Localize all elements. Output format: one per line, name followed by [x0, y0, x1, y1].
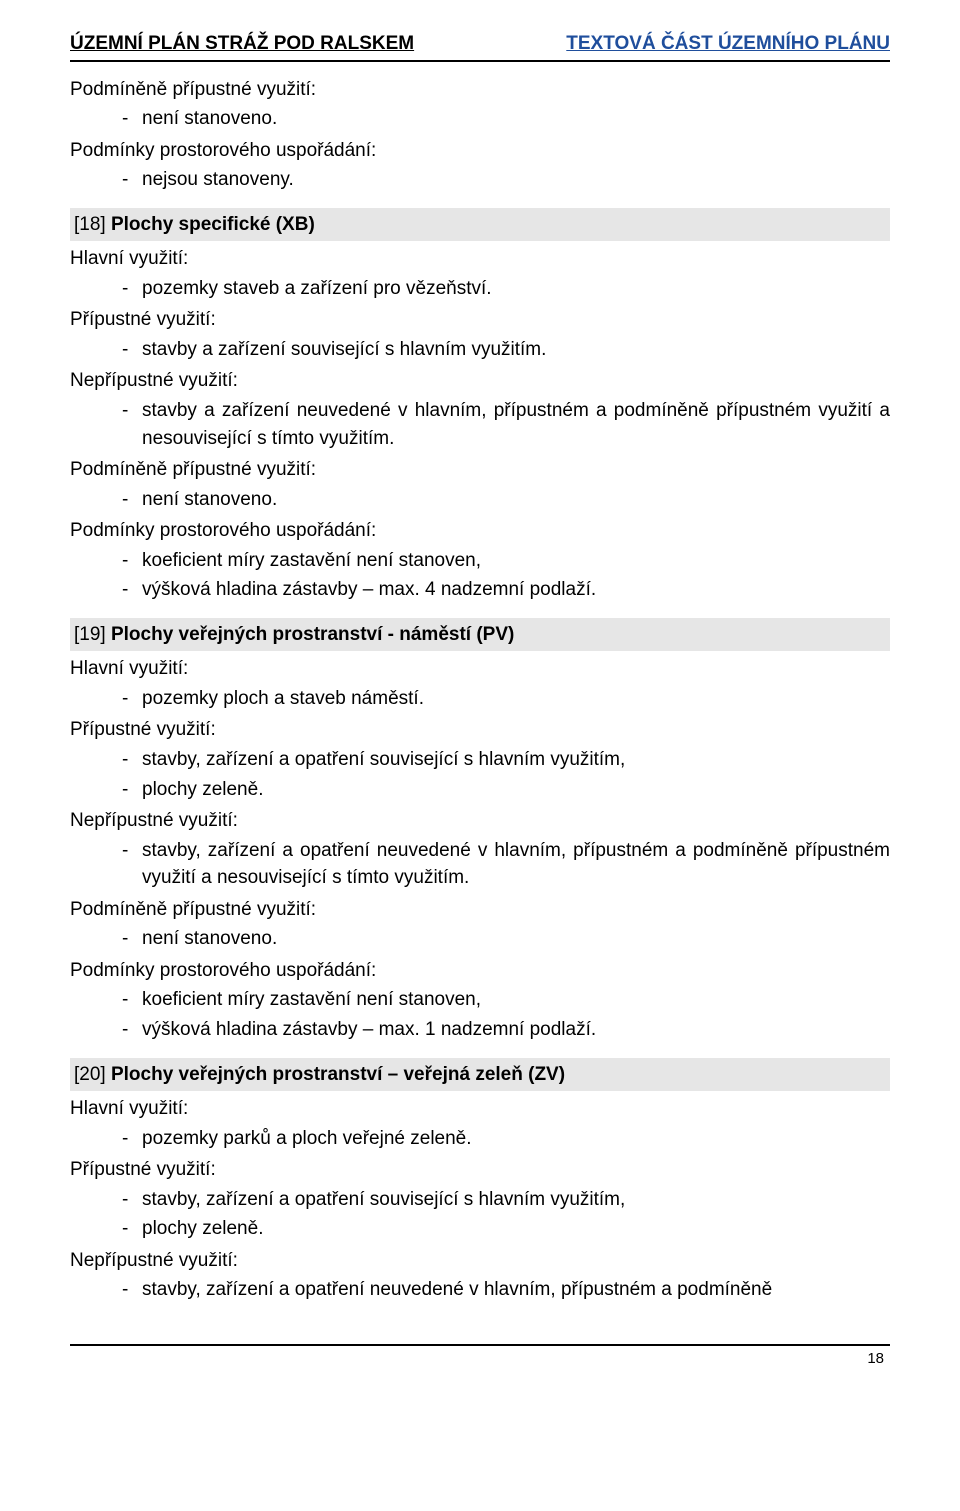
list-item: plochy zeleně.: [122, 1215, 890, 1243]
list-item: není stanoveno.: [122, 925, 890, 953]
s18-hv-label: Hlavní využití:: [70, 245, 890, 273]
list-item: koeficient míry zastavění není stanoven,: [122, 547, 890, 575]
s20-pv-list: stavby, zařízení a opatření související …: [122, 1186, 890, 1243]
section-title: Plochy veřejných prostranství – veřejná …: [111, 1064, 565, 1085]
s20-nv-label: Nepřípustné využití:: [70, 1247, 890, 1275]
section-number: [18]: [74, 214, 106, 235]
list-item: není stanoveno.: [122, 105, 890, 133]
list-item: výšková hladina zástavby – max. 1 nadzem…: [122, 1016, 890, 1044]
list-item: pozemky parků a ploch veřejné zeleně.: [122, 1125, 890, 1153]
s20-pv-label: Přípustné využití:: [70, 1156, 890, 1184]
list-item: výšková hladina zástavby – max. 4 nadzem…: [122, 576, 890, 604]
section-20-heading: [20] Plochy veřejných prostranství – veř…: [70, 1058, 890, 1092]
s18-hv-list: pozemky staveb a zařízení pro vězeňství.: [122, 275, 890, 303]
section-title: Plochy specifické (XB): [111, 214, 315, 235]
intro-pp-list: není stanoveno.: [122, 105, 890, 133]
section-18-heading: [18] Plochy specifické (XB): [70, 208, 890, 242]
list-item: pozemky ploch a staveb náměstí.: [122, 685, 890, 713]
header-right: TEXTOVÁ ČÁST ÚZEMNÍHO PLÁNU: [566, 30, 890, 58]
page-container: ÚZEMNÍ PLÁN STRÁŽ POD RALSKEM TEXTOVÁ ČÁ…: [0, 0, 960, 1390]
s18-pp-label: Podmíněně přípustné využití:: [70, 456, 890, 484]
s18-pv-list: stavby a zařízení související s hlavním …: [122, 336, 890, 364]
list-item: plochy zeleně.: [122, 776, 890, 804]
s19-pv-label: Přípustné využití:: [70, 716, 890, 744]
s18-pv-label: Přípustné využití:: [70, 306, 890, 334]
footer-rule: [70, 1344, 890, 1346]
s18-pu-list: koeficient míry zastavění není stanoven,…: [122, 547, 890, 604]
s20-nv-list: stavby, zařízení a opatření neuvedené v …: [122, 1276, 890, 1304]
s20-hv-list: pozemky parků a ploch veřejné zeleně.: [122, 1125, 890, 1153]
section-title: Plochy veřejných prostranství - náměstí …: [111, 624, 514, 645]
s19-pu-label: Podmínky prostorového uspořádání:: [70, 957, 890, 985]
list-item: pozemky staveb a zařízení pro vězeňství.: [122, 275, 890, 303]
s18-pu-label: Podmínky prostorového uspořádání:: [70, 517, 890, 545]
list-item: stavby, zařízení a opatření neuvedené v …: [122, 1276, 890, 1304]
list-item: není stanoveno.: [122, 486, 890, 514]
s19-nv-list: stavby, zařízení a opatření neuvedené v …: [122, 837, 890, 892]
list-item: nejsou stanoveny.: [122, 166, 890, 194]
page-number: 18: [70, 1348, 890, 1370]
s19-nv-label: Nepřípustné využití:: [70, 807, 890, 835]
list-item: stavby, zařízení a opatření související …: [122, 1186, 890, 1214]
list-item: stavby a zařízení související s hlavním …: [122, 336, 890, 364]
s19-pv-list: stavby, zařízení a opatření související …: [122, 746, 890, 803]
s18-pp-list: není stanoveno.: [122, 486, 890, 514]
list-item: stavby a zařízení neuvedené v hlavním, p…: [122, 397, 890, 452]
s19-pp-list: není stanoveno.: [122, 925, 890, 953]
s19-hv-list: pozemky ploch a staveb náměstí.: [122, 685, 890, 713]
section-number: [19]: [74, 624, 106, 645]
list-item: koeficient míry zastavění není stanoven,: [122, 986, 890, 1014]
section-19-heading: [19] Plochy veřejných prostranství - nám…: [70, 618, 890, 652]
list-item: stavby, zařízení a opatření neuvedené v …: [122, 837, 890, 892]
section-number: [20]: [74, 1064, 106, 1085]
s20-hv-label: Hlavní využití:: [70, 1095, 890, 1123]
header-left: ÚZEMNÍ PLÁN STRÁŽ POD RALSKEM: [70, 30, 414, 58]
s18-nv-list: stavby a zařízení neuvedené v hlavním, p…: [122, 397, 890, 452]
s19-pp-label: Podmíněně přípustné využití:: [70, 896, 890, 924]
list-item: stavby, zařízení a opatření související …: [122, 746, 890, 774]
s19-hv-label: Hlavní využití:: [70, 655, 890, 683]
intro-pp-label: Podmíněně přípustné využití:: [70, 76, 890, 104]
page-header: ÚZEMNÍ PLÁN STRÁŽ POD RALSKEM TEXTOVÁ ČÁ…: [70, 30, 890, 62]
intro-pu-list: nejsou stanoveny.: [122, 166, 890, 194]
intro-pu-label: Podmínky prostorového uspořádání:: [70, 137, 890, 165]
s18-nv-label: Nepřípustné využití:: [70, 367, 890, 395]
s19-pu-list: koeficient míry zastavění není stanoven,…: [122, 986, 890, 1043]
